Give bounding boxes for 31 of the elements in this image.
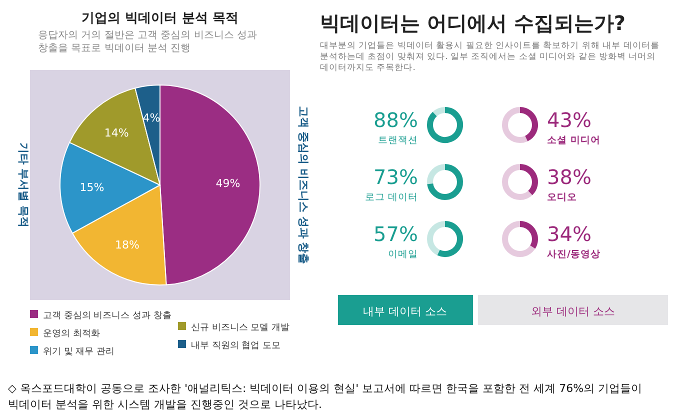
data-label: 88% <box>374 108 418 132</box>
data-label: 34% <box>547 222 592 246</box>
text: 외부 데이터 소스 <box>531 305 615 318</box>
chart-subtitle: 응답자의 거의 절반은 고객 중심의 비즈니스 성과 창출을 목표로 빅데이터 분석 진행 <box>38 30 258 54</box>
category-label: 트랜잭션 <box>378 135 418 146</box>
category-label: 오디오 <box>547 192 577 203</box>
category-label: 이메일 <box>388 249 418 260</box>
data-label: 4% <box>142 112 160 125</box>
category-label: 로그 데이터 <box>364 192 418 203</box>
data-label: 18% <box>115 238 140 252</box>
chart-title: 기업의 빅데이터 분석 목적 <box>82 11 238 26</box>
data-label: 57% <box>374 222 418 246</box>
text: 기타 부서별 목적 <box>17 142 30 228</box>
text: 빅데이터는 어디에서 수집되는가? <box>320 11 626 35</box>
data-label: 14% <box>104 126 129 140</box>
legend-label: 운영의 최적화 <box>43 329 100 339</box>
data-label: 73% <box>374 165 418 189</box>
legend-label: 내부 직원의 협업 도모 <box>191 341 281 351</box>
category-label: 사진/동영상 <box>547 249 600 260</box>
data-label: 49% <box>216 176 240 190</box>
data-label: 43% <box>547 108 592 132</box>
legend-label: 고객 중심의 비즈니스 성과 창출 <box>43 311 172 321</box>
text: ◇ 옥스포드대학이 공동으로 조사한 '애널리틱스: 빅데이터 이용의 현실' 보고서에 따르면 한국을 포함한 전 세계 76%의 기업들이 빅데이터 분석을 위한 시스템 개발을 진행중인 것으로 나타났다. <box>8 382 642 411</box>
data-label: 15% <box>80 181 104 194</box>
text: 대부분의 기업들은 빅데이터 활용시 필요한 인사이트를 확보하기 위해 내부 데이터를 분석하는데 초점이 맞춰져 있다. 일부 조직에서는 소셜 미디어와 같은 방화벽 너머의 데이터까지도 주목한다. <box>320 41 660 73</box>
legend-label: 신규 비즈니스 모델 개발 <box>191 323 290 333</box>
text: 고객 중심의 비즈니스 성과 창출 <box>297 106 310 264</box>
data-label: 38% <box>547 165 592 189</box>
category-label: 소셜 미디어 <box>547 135 600 146</box>
text: 내부 데이터 소스 <box>363 305 447 318</box>
legend-label: 위기 및 재무 관리 <box>43 347 115 357</box>
